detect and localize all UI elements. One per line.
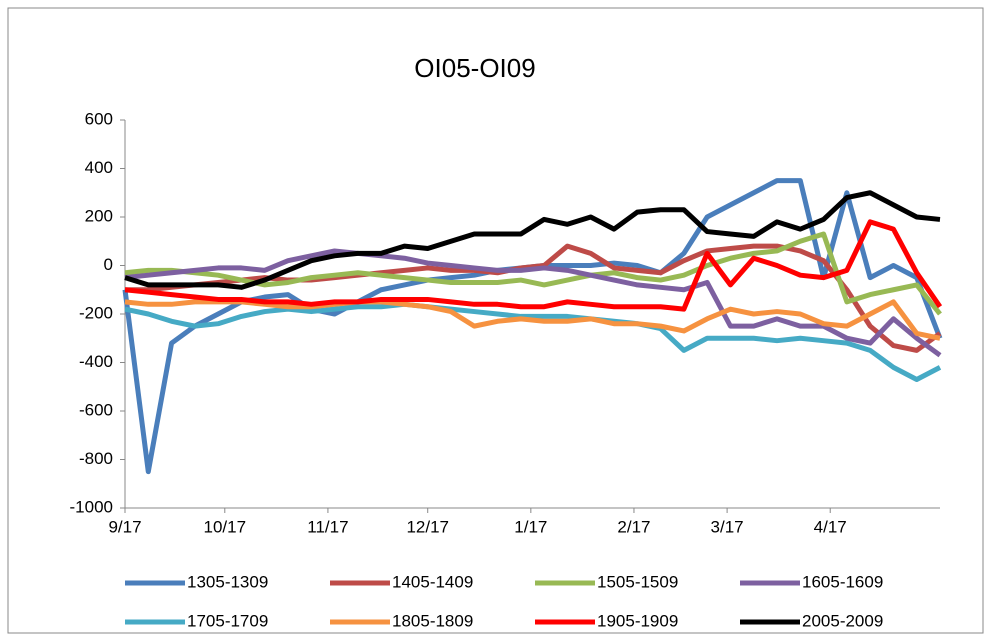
legend-label: 1505-1509 [597, 572, 678, 591]
legend-label: 1605-1609 [802, 572, 883, 591]
legend-label: 1305-1309 [187, 572, 268, 591]
chart-title: OI05-OI09 [414, 53, 535, 83]
series-line [124, 248, 942, 358]
y-tick-label: -1000 [70, 497, 113, 516]
series-line [124, 301, 942, 382]
legend-label: 1405-1409 [392, 572, 473, 591]
y-tick-label: -200 [79, 303, 113, 322]
x-tick-label: 10/17 [204, 517, 247, 536]
x-tick-label: 3/17 [711, 517, 744, 536]
series-line [124, 190, 941, 290]
y-tick-label: 400 [85, 158, 113, 177]
legend-label: 1705-1709 [187, 611, 268, 630]
legend-label: 2005-2009 [802, 611, 883, 630]
y-tick-label: -600 [79, 400, 113, 419]
x-tick-label: 9/17 [108, 517, 141, 536]
y-tick-label: -800 [79, 449, 113, 468]
x-tick-label: 11/17 [307, 517, 348, 536]
x-tick-label: 2/17 [617, 517, 650, 536]
y-tick-label: 600 [85, 109, 113, 128]
x-tick-label: 4/17 [814, 517, 847, 536]
legend-label: 1805-1809 [392, 611, 473, 630]
x-tick-label: 1/17 [514, 517, 547, 536]
series-line [124, 219, 943, 312]
x-tick-label: 12/17 [406, 517, 449, 536]
series-line [124, 231, 942, 316]
y-tick-label: 200 [85, 206, 113, 225]
legend-label: 1905-1909 [597, 611, 678, 630]
y-tick-label: 0 [104, 255, 113, 274]
y-tick-label: -400 [79, 352, 113, 371]
